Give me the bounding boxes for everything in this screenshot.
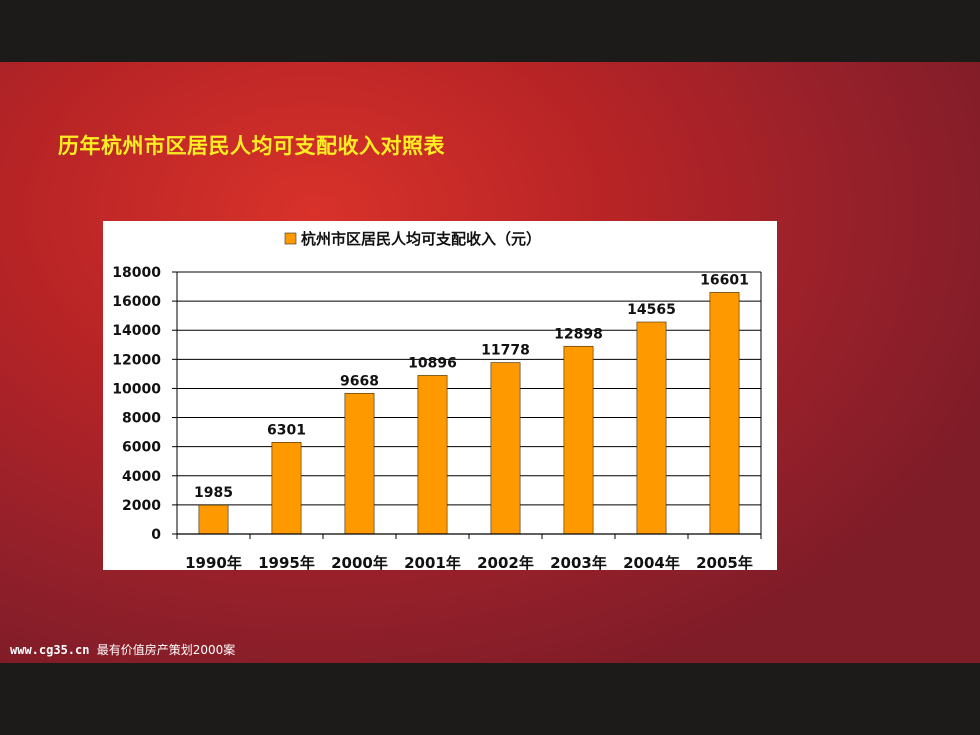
- data-label: 1985: [194, 485, 233, 501]
- bottom-letterbox-band: [0, 663, 980, 735]
- footer: www.cg35.cn 最有价值房产策划2000案: [10, 641, 235, 658]
- axes: 0 2000 4000 6000 8000 10000 12000 14000 16000 180…: [112, 265, 762, 570]
- x-tick-label: 2004年: [623, 554, 680, 570]
- bar-series: [198, 292, 740, 535]
- x-tick-label: 2005年: [696, 554, 753, 570]
- y-tick-label: 4000: [122, 469, 161, 485]
- y-tick-label: 14000: [112, 323, 161, 339]
- data-label: 11778: [481, 343, 530, 359]
- bar: [198, 504, 229, 535]
- data-label: 10896: [408, 355, 457, 371]
- bar: [271, 441, 302, 535]
- x-tick-label: 2001年: [404, 554, 461, 570]
- data-label: 14565: [627, 302, 676, 318]
- x-tick-label: 1995年: [258, 554, 315, 570]
- bar: [563, 345, 594, 535]
- bar: [490, 362, 521, 535]
- legend-label: 杭州市区居民人均可支配收入（元）: [301, 230, 541, 248]
- top-letterbox-band: [0, 0, 980, 62]
- data-label: 9668: [340, 373, 379, 389]
- bar: [709, 292, 740, 535]
- x-tick-label: 2002年: [477, 554, 534, 570]
- y-tick-label: 18000: [112, 265, 161, 281]
- data-label: 6301: [267, 422, 306, 438]
- bar: [344, 392, 375, 535]
- y-tick-label: 0: [151, 527, 161, 543]
- legend: 杭州市区居民人均可支配收入（元）: [284, 230, 541, 248]
- y-tick-label: 8000: [122, 411, 161, 427]
- data-label: 12898: [554, 326, 603, 342]
- y-tick-label: 12000: [112, 352, 161, 368]
- data-label: 16601: [700, 272, 749, 288]
- y-tick-label: 16000: [112, 294, 161, 310]
- bar: [636, 321, 667, 535]
- slide-title: 历年杭州市区居民人均可支配收入对照表: [58, 134, 445, 158]
- footer-url: www.cg35.cn: [10, 643, 90, 657]
- y-tick-label: 6000: [122, 440, 161, 456]
- legend-swatch: [284, 232, 297, 245]
- data-labels: 1985 6301 9668 10896 11778 12898 14565 16601: [194, 272, 749, 501]
- y-tick-label: 10000: [112, 381, 161, 397]
- y-tick-label: 2000: [122, 498, 161, 514]
- footer-caption: 最有价值房产策划2000案: [96, 643, 236, 657]
- x-tick-label: 2003年: [550, 554, 607, 570]
- chart-panel: 0 2000 4000 6000 8000 10000 12000 14000 16000 180…: [103, 221, 777, 570]
- x-tick-label: 2000年: [331, 554, 388, 570]
- x-tick-label: 1990年: [185, 554, 242, 570]
- bar-chart: 0 2000 4000 6000 8000 10000 12000 14000 16000 180…: [112, 230, 762, 570]
- bar: [417, 375, 448, 535]
